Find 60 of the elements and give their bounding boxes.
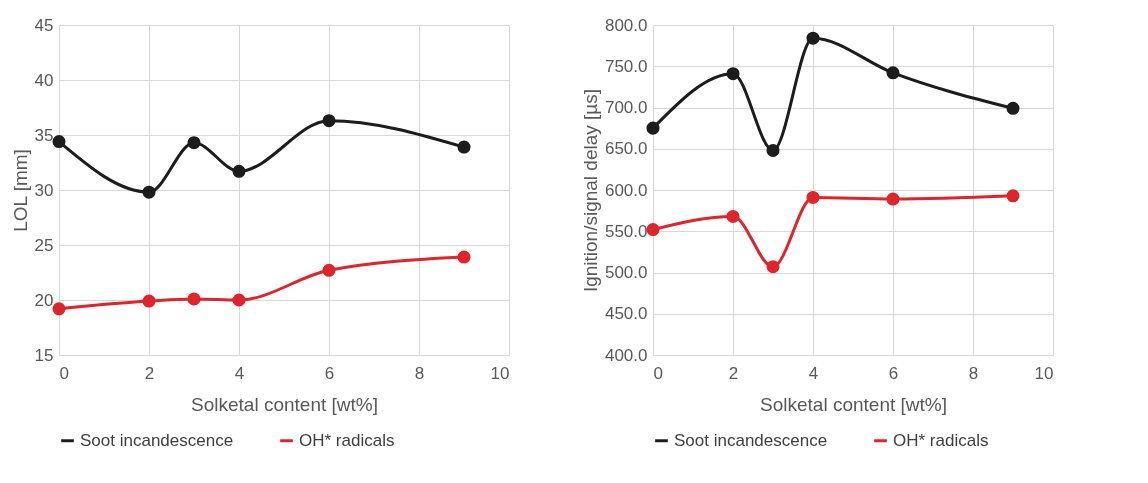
x-tick-label: 4 <box>234 363 245 383</box>
point <box>322 114 336 128</box>
x-tick-label: 8 <box>414 363 425 383</box>
point <box>142 294 156 308</box>
x-tick-label: 6 <box>324 363 335 383</box>
point <box>726 67 740 81</box>
point <box>1006 189 1020 203</box>
y-tick-label: 750.0 <box>604 56 648 76</box>
point <box>1006 101 1020 115</box>
x-tick-label: 2 <box>728 363 739 383</box>
point <box>886 192 900 206</box>
point <box>52 135 66 149</box>
y-tick-label: 450.0 <box>604 304 648 324</box>
x-axis-title: Solketal content [wt%] <box>760 393 947 415</box>
y-tick-label: 800.0 <box>604 15 648 35</box>
point <box>187 292 201 306</box>
point <box>886 66 900 80</box>
point <box>806 190 820 204</box>
legend-label: OH* radicals <box>893 430 989 450</box>
x-tick-label: 4 <box>808 363 819 383</box>
x-tick-label: 2 <box>144 363 155 383</box>
point <box>766 260 780 274</box>
x-tick-label: 8 <box>968 363 979 383</box>
x-tick-label: 10 <box>1034 363 1054 383</box>
x-tick-label: 6 <box>888 363 899 383</box>
legend-label: Soot incandescence <box>80 430 234 450</box>
point <box>457 250 471 264</box>
y-axis-title: LOL [mm] <box>9 149 31 232</box>
point <box>232 293 246 307</box>
point <box>457 140 471 154</box>
y-tick-label: 25 <box>34 235 54 255</box>
y-tick-label: 600.0 <box>604 180 648 200</box>
y-tick-label: 550.0 <box>604 221 648 241</box>
point <box>646 121 660 135</box>
y-tick-label: 45 <box>34 15 54 35</box>
y-tick-label: 400.0 <box>604 345 648 365</box>
point <box>187 136 201 150</box>
point <box>142 185 156 199</box>
y-axis-title: Ignition/signal delay [µs] <box>579 88 601 293</box>
legend-label: Soot incandescence <box>674 430 828 450</box>
x-tick-label: 0 <box>653 363 663 383</box>
y-tick-label: 40 <box>34 70 54 90</box>
point <box>806 31 820 45</box>
point <box>322 263 336 277</box>
point <box>766 143 780 157</box>
point <box>726 209 740 223</box>
point <box>646 223 660 237</box>
x-axis-title: Solketal content [wt%] <box>191 393 378 415</box>
point <box>232 164 246 178</box>
y-tick-label: 30 <box>34 180 54 200</box>
x-tick-label: 0 <box>59 363 69 383</box>
y-tick-label: 15 <box>34 345 54 365</box>
legend-label: OH* radicals <box>299 430 395 450</box>
y-tick-label: 700.0 <box>604 98 648 117</box>
y-tick-label: 20 <box>34 290 54 310</box>
y-tick-label: 35 <box>34 125 54 145</box>
x-tick-label: 10 <box>490 363 510 383</box>
y-tick-label: 500.0 <box>604 263 648 282</box>
y-tick-label: 650.0 <box>604 139 648 159</box>
point <box>52 302 66 316</box>
